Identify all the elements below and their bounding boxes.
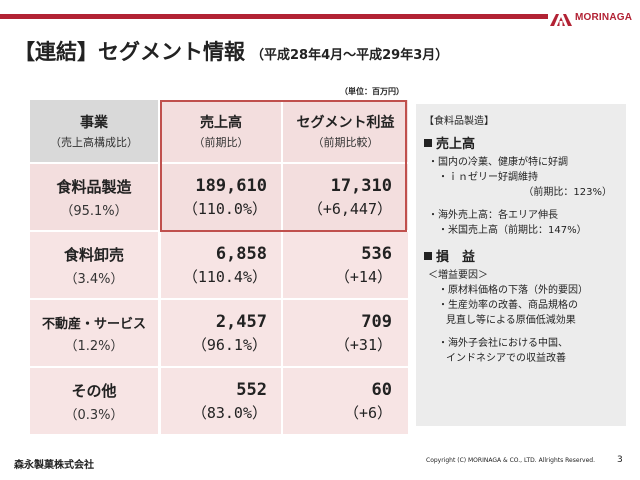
table-row: 食料卸売 （3.4%） 6,858 （110.4%） 536 （+14）: [30, 232, 408, 298]
header-rule: [0, 14, 548, 19]
segment-table: 事業 （売上高構成比） 売上高 （前期比） セグメント利益 （前期比較） 食料品…: [30, 100, 408, 436]
square-bullet-icon: [424, 138, 432, 147]
commentary-panel: 【食料品製造】 売上高 ・国内の冷菓、健康が特に好調 ・ｉｎゼリー好調維持 （前…: [416, 104, 626, 426]
table-row: 食料品製造 （95.1%） 189,610 （110.0%） 17,310 （+…: [30, 164, 408, 230]
commentary-line: インドネシアでの収益改善: [446, 353, 566, 364]
page-number: 3: [617, 455, 623, 465]
segment-cell: 食料品製造 （95.1%）: [30, 164, 158, 230]
profit-cell: 709 （+31）: [283, 300, 408, 366]
col-header-business: 事業 （売上高構成比）: [30, 100, 158, 162]
table-row: 不動産・サービス （1.2%） 2,457 （96.1%） 709 （+31）: [30, 300, 408, 366]
commentary-line: ・海外売上高：各エリア伸長: [428, 210, 558, 221]
brand-logo: MORINAGA: [550, 11, 633, 26]
copyright-notice: Copyright (C) MORINAGA & CO., LTD. Allri…: [426, 457, 595, 464]
commentary-tag: 【食料品製造】: [424, 116, 494, 127]
commentary-line: ・生産効率の改善、商品規格の: [438, 300, 578, 311]
sales-cell: 6,858 （110.4%）: [161, 232, 281, 298]
col-header-sales: 売上高 （前期比）: [161, 100, 281, 162]
square-bullet-icon: [424, 251, 432, 260]
profit-cell: 536 （+14）: [283, 232, 408, 298]
profit-heading: 損 益: [424, 246, 618, 265]
company-name: 森永製菓株式会社: [14, 460, 94, 471]
segment-cell: 不動産・サービス （1.2%）: [30, 300, 158, 366]
commentary-line: （前期比：123%）: [523, 187, 612, 198]
sales-cell: 2,457 （96.1%）: [161, 300, 281, 366]
commentary-line: ・ｉｎゼリー好調維持: [438, 172, 538, 183]
sales-heading: 売上高: [424, 133, 618, 152]
commentary-line: ・国内の冷菓、健康が特に好調: [428, 157, 568, 168]
commentary-line: ＜増益要因＞: [428, 270, 488, 281]
table-row: その他 （0.3%） 552 （83.0%） 60 （+6）: [30, 368, 408, 434]
segment-cell: その他 （0.3%）: [30, 368, 158, 434]
profit-cell: 60 （+6）: [283, 368, 408, 434]
commentary-line: 見直し等による原価低減効果: [446, 315, 576, 326]
brand-name: MORINAGA: [575, 11, 633, 23]
title-main: 【連結】セグメント情報: [14, 40, 245, 64]
angel-mark-icon: [550, 11, 572, 26]
page-title: 【連結】セグメント情報 （平成28年4月～平成29年3月）: [14, 36, 448, 66]
sales-cell: 189,610 （110.0%）: [161, 164, 281, 230]
sales-cell: 552 （83.0%）: [161, 368, 281, 434]
title-period: （平成28年4月～平成29年3月）: [251, 48, 449, 63]
unit-label: （単位：百万円）: [340, 87, 404, 96]
commentary-line: ・米国売上高（前期比：147%）: [438, 225, 587, 236]
col-header-profit: セグメント利益 （前期比較）: [283, 100, 408, 162]
table-header-row: 事業 （売上高構成比） 売上高 （前期比） セグメント利益 （前期比較）: [30, 100, 408, 162]
profit-cell: 17,310 （+6,447）: [283, 164, 408, 230]
commentary-line: ・原材料価格の下落（外的要因）: [438, 285, 588, 296]
segment-cell: 食料卸売 （3.4%）: [30, 232, 158, 298]
commentary-line: ・海外子会社における中国、: [438, 338, 568, 349]
